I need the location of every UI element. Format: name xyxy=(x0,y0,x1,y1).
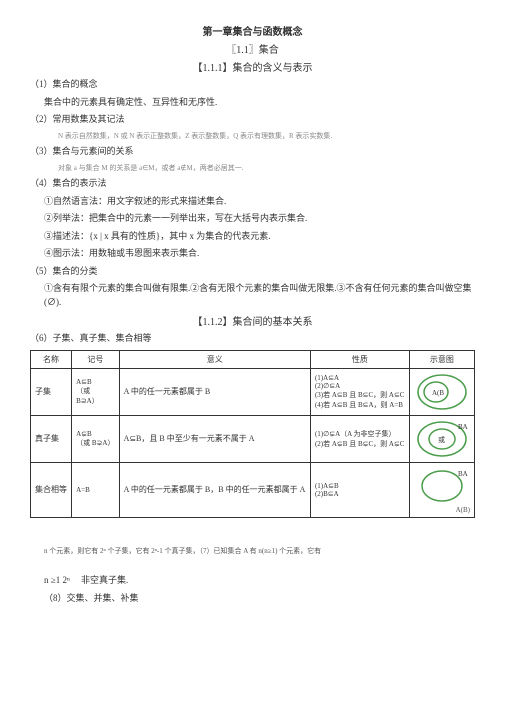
r3-name: 集合相等 xyxy=(31,462,72,517)
item-4c: ③描述法：{x | x 具有的性质}，其中 x 为集合的代表元素. xyxy=(44,230,475,244)
th-prop: 性质 xyxy=(310,350,409,368)
th-name: 名称 xyxy=(31,350,72,368)
r1-mean: A 中的任一元素都属于 B xyxy=(119,368,310,415)
item-1-text: 集合中的元素具有确定性、互异性和无序性. xyxy=(44,96,475,110)
r1-venn: A(B xyxy=(409,368,474,415)
item-3-text: 对象 a 与集合 M 的关系是 a∈M，或者 a∉M，两者必居其一. xyxy=(58,163,475,174)
th-mean: 意义 xyxy=(119,350,310,368)
svg-text:BA: BA xyxy=(458,470,468,478)
th-venn: 示意图 xyxy=(409,350,474,368)
r1-sym: A⊆B （或 B⊇A） xyxy=(72,368,119,415)
item-2: （2）常用数集及其记法 xyxy=(30,113,475,127)
section-1-1-2: 【1.1.2】集合间的基本关系 xyxy=(30,313,475,328)
item-5: （5）集合的分类 xyxy=(30,265,475,279)
venn-proper-subset-icon: BA 或 xyxy=(414,419,470,459)
r2-sym: A⊊B （或 B⊋A） xyxy=(72,415,119,462)
r2-mean: A⊆B，且 B 中至少有一元素不属于 A xyxy=(119,415,310,462)
svg-text:BA: BA xyxy=(458,423,468,431)
item-3: （3）集合与元素间的关系 xyxy=(30,145,475,159)
r3-sym: A=B xyxy=(72,462,119,517)
item-6: （6）子集、真子集、集合相等 xyxy=(30,332,475,346)
r3-mean: A 中的任一元素都属于 B，B 中的任一元素都属于 A xyxy=(119,462,310,517)
r3-label: A(B) xyxy=(414,506,470,514)
item-4d: ④图示法：用数轴或韦恩图来表示集合. xyxy=(44,247,475,261)
table-row: 集合相等 A=B A 中的任一元素都属于 B，B 中的任一元素都属于 A (1)… xyxy=(31,462,475,517)
r1-prop: (1)A⊆A (2)∅⊆A (3)若 A⊆B 且 B⊆C，则 A⊆C (4)若 … xyxy=(310,368,409,415)
svg-text:A(B: A(B xyxy=(432,389,444,397)
item-4b: ②列举法：把集合中的元素一一列举出来，写在大括号内表示集合. xyxy=(44,212,475,226)
footnote-2b: 非空真子集. xyxy=(81,575,128,585)
table-row: 子集 A⊆B （或 B⊇A） A 中的任一元素都属于 B (1)A⊆A (2)∅… xyxy=(31,368,475,415)
r1-name: 子集 xyxy=(31,368,72,415)
r2-prop: (1)∅⊊A（A 为非空子集） (2)若 A⊊B 且 B⊊C，则 A⊊C xyxy=(310,415,409,462)
r3-prop: (1)A⊆B (2)B⊆A xyxy=(310,462,409,517)
relation-table: 名称 记号 意义 性质 示意图 子集 A⊆B （或 B⊇A） A 中的任一元素都… xyxy=(30,350,475,518)
th-sym: 记号 xyxy=(72,350,119,368)
footnote-1: n 个元素，则它有 2ⁿ 个子集，它有 2ⁿ-1 个真子集，（7）已知集合 A … xyxy=(44,546,475,557)
r2-venn: BA 或 xyxy=(409,415,474,462)
item-8: （8）交集、并集、补集 xyxy=(44,592,475,606)
item-4: （4）集合的表示法 xyxy=(30,177,475,191)
chapter-title: 第一章集合与函数概念 xyxy=(30,23,475,38)
section-1-1: 〖1.1〗集合 xyxy=(30,41,475,56)
r2-name: 真子集 xyxy=(31,415,72,462)
table-head: 名称 记号 意义 性质 示意图 xyxy=(31,350,475,368)
table-row: 真子集 A⊊B （或 B⊋A） A⊆B，且 B 中至少有一元素不属于 A (1)… xyxy=(31,415,475,462)
item-4a: ①自然语言法：用文字叙述的形式来描述集合. xyxy=(44,195,475,209)
svg-text:或: 或 xyxy=(438,435,445,444)
venn-equal-icon: BA xyxy=(414,466,470,506)
r3-venn: BA A(B) xyxy=(409,462,474,517)
item-5-text: ①含有有限个元素的集合叫做有限集.②含有无限个元素的集合叫做无限集.③不含有任何… xyxy=(44,282,475,309)
section-1-1-1: 【1.1.1】集合的含义与表示 xyxy=(30,59,475,74)
item-2-text: N 表示自然数集，N 或 N 表示正整数集，Z 表示整数集，Q 表示有理数集，R… xyxy=(58,131,475,142)
venn-subset-icon: A(B xyxy=(414,372,470,412)
footnote-2a: n ≥1 2ⁿ xyxy=(44,575,70,585)
footnote-2: n ≥1 2ⁿ 非空真子集. xyxy=(44,574,475,588)
item-1: （1）集合的概念 xyxy=(30,78,475,92)
